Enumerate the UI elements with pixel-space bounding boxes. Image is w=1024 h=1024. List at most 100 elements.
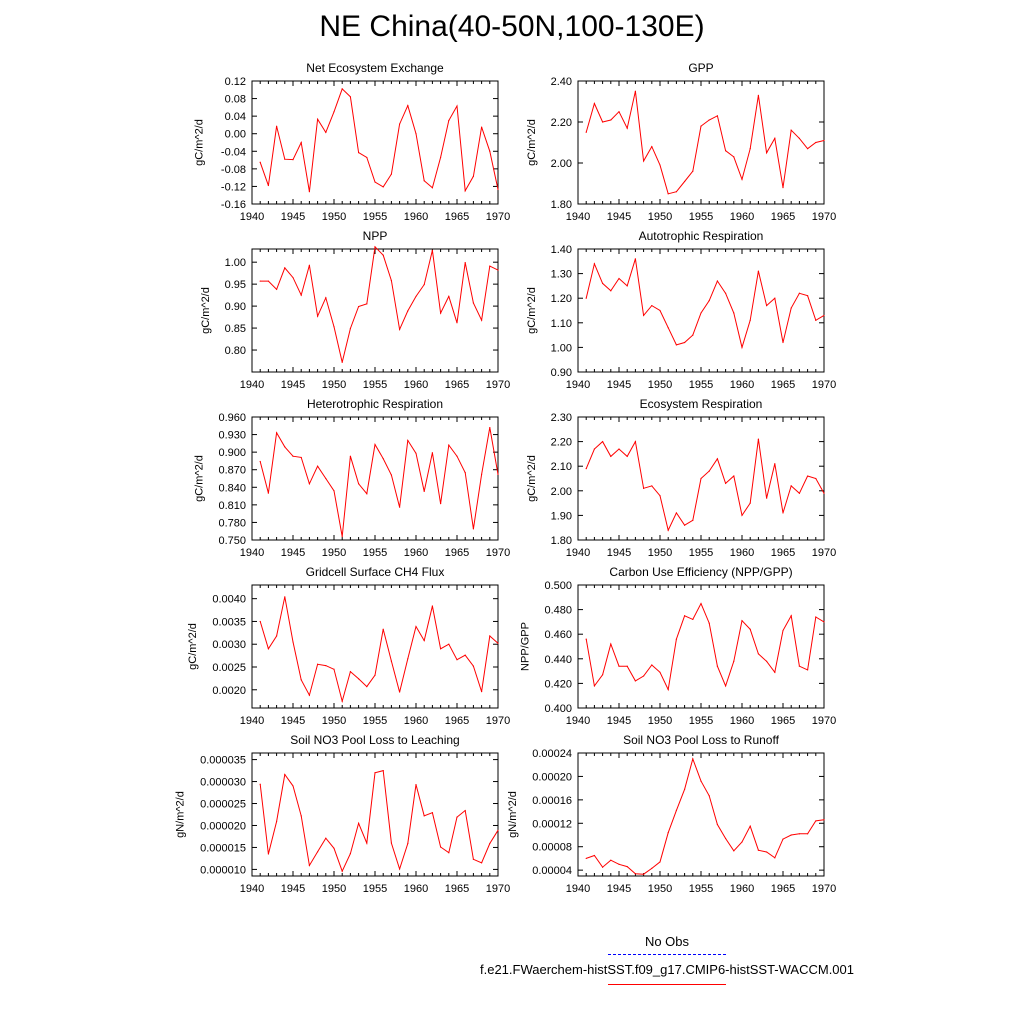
x-tick-label: 1970 [486, 211, 510, 223]
chart-title: Ecosystem Respiration [640, 397, 763, 411]
y-tick-label: 0.00016 [532, 795, 572, 807]
data-point [618, 863, 620, 865]
data-point [489, 150, 491, 152]
data-point [489, 842, 491, 845]
y-tick-label: 0.00012 [532, 818, 572, 830]
data-point [675, 512, 678, 514]
data-point [716, 823, 719, 826]
y-tick-label: 2.20 [551, 437, 572, 449]
data-point [667, 688, 669, 691]
data-point [308, 191, 310, 193]
data-point [464, 809, 466, 812]
data-point [667, 832, 669, 834]
x-tick-label: 1965 [771, 883, 795, 895]
data-point [659, 861, 661, 863]
data-point [626, 455, 628, 457]
y-tick-label: 0.00 [225, 129, 246, 141]
data-point [374, 772, 376, 774]
x-tick-label: 1950 [648, 715, 672, 727]
y-tick-label: 0.000010 [200, 864, 246, 876]
data-point [618, 448, 620, 450]
x-tick-label: 1965 [771, 379, 795, 391]
data-point [798, 492, 801, 494]
x-tick-label: 1950 [648, 379, 672, 391]
data-point [440, 156, 442, 159]
data-point [374, 443, 376, 446]
data-point [651, 146, 653, 148]
data-point [782, 838, 784, 840]
data-point [741, 514, 743, 517]
data-point [684, 615, 686, 617]
data-point [634, 680, 637, 682]
plot-frame [251, 584, 499, 709]
y-tick-label: 2.00 [551, 158, 572, 170]
chart-title: Autotrophic Respiration [639, 229, 764, 243]
data-point [292, 455, 294, 457]
legend-obs-label: No Obs [644, 934, 690, 949]
x-tick-label: 1970 [486, 715, 510, 727]
data-point [333, 847, 335, 849]
x-tick-label: 1965 [445, 547, 469, 559]
data-point [325, 477, 327, 480]
data-point [585, 857, 587, 860]
data-point [815, 820, 817, 822]
data-point [675, 344, 678, 346]
y-tick-label: 0.400 [544, 703, 572, 715]
data-point [659, 309, 661, 312]
data-point [733, 156, 735, 158]
data-point [774, 671, 776, 673]
data-point [448, 119, 450, 122]
x-tick-label: 1955 [363, 211, 387, 223]
data-point [267, 280, 269, 282]
data-point [276, 432, 278, 434]
x-tick-label: 1970 [812, 715, 836, 727]
data-point [774, 297, 776, 299]
x-tick-label: 1965 [771, 715, 795, 727]
data-point [634, 873, 637, 875]
x-tick-label: 1955 [363, 547, 387, 559]
data-point [725, 482, 727, 485]
data-point [675, 809, 678, 812]
data-point [716, 280, 719, 282]
data-point [602, 282, 604, 285]
data-point [300, 141, 302, 144]
data-point [725, 292, 727, 294]
y-tick-label: 0.000035 [200, 755, 246, 767]
data-point [333, 668, 335, 670]
data-point [448, 852, 450, 854]
y-axis-label: gN/m^2/d [507, 791, 519, 838]
data-point [325, 131, 327, 133]
y-tick-label: 1.20 [551, 293, 572, 305]
data-point [774, 463, 776, 465]
data-point [423, 490, 425, 492]
x-tick-label: 1960 [730, 715, 754, 727]
series-line [585, 91, 825, 195]
data-point [374, 181, 376, 183]
data-point [766, 152, 768, 154]
x-tick-label: 1945 [607, 715, 631, 727]
data-point [725, 150, 727, 152]
data-point [798, 292, 801, 294]
series-line [259, 596, 499, 704]
y-tick-label: 0.00008 [532, 842, 572, 854]
data-point [259, 460, 261, 463]
y-tick-label: 0.000020 [200, 820, 246, 832]
y-tick-label: 2.10 [551, 461, 572, 473]
data-point [823, 492, 825, 494]
data-point [651, 485, 653, 487]
y-tick-label: 0.780 [218, 517, 246, 529]
data-point [807, 669, 809, 671]
data-point [382, 457, 384, 460]
data-point [593, 263, 596, 265]
data-point [423, 283, 425, 286]
data-point [659, 671, 661, 673]
data-point [651, 664, 653, 666]
data-point [497, 188, 499, 191]
chart-title: NPP [363, 229, 388, 243]
data-point [349, 852, 351, 855]
data-point [317, 851, 319, 853]
data-point [749, 148, 751, 150]
chart-title: Carbon Use Efficiency (NPP/GPP) [609, 565, 792, 579]
data-point [407, 842, 409, 845]
data-point [749, 825, 751, 827]
